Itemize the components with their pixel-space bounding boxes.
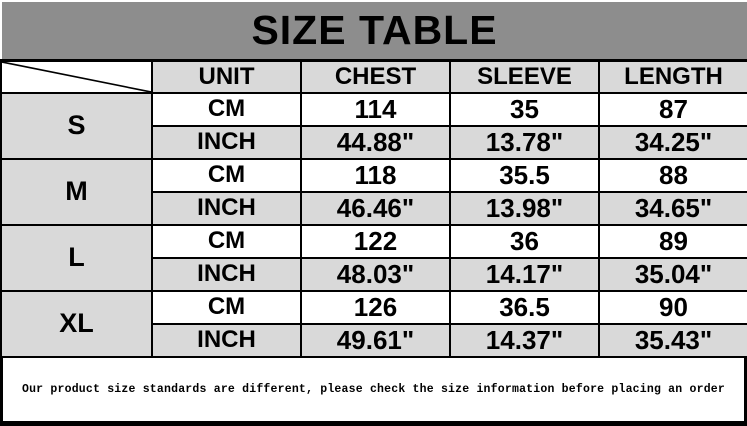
row-xl-inch: INCH 49.61" 14.37" 35.43" [1, 323, 747, 358]
unit-label-cm: CM [151, 290, 302, 325]
unit-label-inch: INCH [151, 125, 302, 160]
corner-diagonal-cell [0, 59, 153, 94]
row-m-cm: M CM 118 35.5 88 [0, 158, 747, 226]
size-label-m: M [0, 158, 153, 226]
value-cell: 90 [597, 290, 747, 325]
unit-label-cm: CM [151, 92, 302, 127]
value-cell: 46.46" [300, 191, 451, 226]
value-cell: 87 [597, 92, 747, 127]
value-cell: 114 [300, 92, 451, 127]
value-cell: 48.03" [300, 257, 451, 292]
value-cell: 35 [449, 92, 600, 127]
size-label-s: S [0, 92, 153, 160]
value-cell: 44.88" [300, 125, 451, 160]
size-label-l: L [0, 224, 153, 292]
value-cell: 36 [449, 224, 600, 259]
row-m-inch: INCH 46.46" 13.98" 34.65" [1, 191, 747, 226]
note-box: Our product size standards are different… [0, 358, 747, 426]
value-cell: 34.25" [597, 125, 747, 160]
value-cell: 118 [300, 158, 451, 193]
unit-label-cm: CM [151, 158, 302, 193]
size-table: SIZE TABLE UNIT CHEST SLEEVE LENGTH S CM… [0, 0, 747, 358]
value-cell: 89 [597, 224, 747, 259]
row-s-inch: INCH 44.88" 13.78" 34.25" [1, 125, 747, 160]
value-cell: 13.78" [449, 125, 600, 160]
value-cell: 35.43" [597, 323, 747, 358]
unit-label-inch: INCH [151, 191, 302, 226]
column-header-chest: CHEST [300, 59, 451, 94]
header-row: UNIT CHEST SLEEVE LENGTH [0, 59, 747, 94]
value-cell: 34.65" [597, 191, 747, 226]
value-cell: 122 [300, 224, 451, 259]
value-cell: 35.5 [449, 158, 600, 193]
row-xl-cm: XL CM 126 36.5 90 [0, 290, 747, 358]
unit-label-inch: INCH [151, 257, 302, 292]
value-cell: 126 [300, 290, 451, 325]
unit-label-inch: INCH [151, 323, 302, 358]
column-header-length: LENGTH [597, 59, 747, 94]
row-s-cm: S CM 114 35 87 [0, 92, 747, 160]
unit-label-cm: CM [151, 224, 302, 259]
column-header-unit: UNIT [151, 59, 302, 94]
value-cell: 35.04" [597, 257, 747, 292]
size-label-xl: XL [0, 290, 153, 358]
title-row: SIZE TABLE [0, 0, 747, 62]
value-cell: 49.61" [300, 323, 451, 358]
diagonal-divider-line [2, 62, 151, 92]
value-cell: 13.98" [449, 191, 600, 226]
column-header-sleeve: SLEEVE [449, 59, 600, 94]
page-title: SIZE TABLE [0, 0, 747, 62]
value-cell: 14.37" [449, 323, 600, 358]
value-cell: 88 [597, 158, 747, 193]
value-cell: 14.17" [449, 257, 600, 292]
row-l-cm: L CM 122 36 89 [0, 224, 747, 292]
note-text: Our product size standards are different… [21, 383, 725, 396]
row-l-inch: INCH 48.03" 14.17" 35.04" [1, 257, 747, 292]
value-cell: 36.5 [449, 290, 600, 325]
